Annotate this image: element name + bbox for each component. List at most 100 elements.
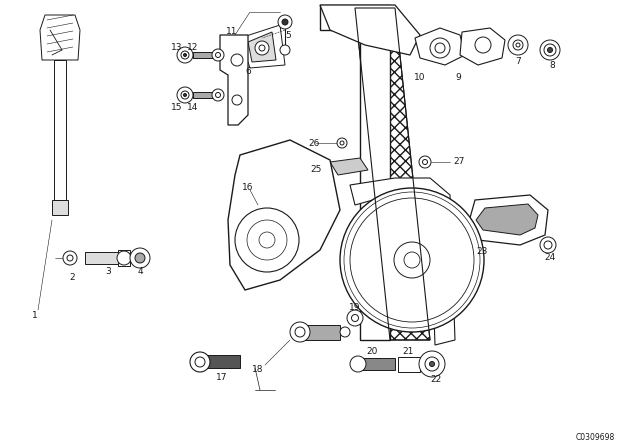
Circle shape: [259, 232, 275, 248]
Circle shape: [430, 38, 450, 58]
Polygon shape: [193, 92, 215, 98]
Polygon shape: [85, 252, 118, 264]
Circle shape: [130, 248, 150, 268]
Text: 21: 21: [403, 346, 413, 356]
Circle shape: [177, 87, 193, 103]
Circle shape: [235, 208, 299, 272]
Text: 9: 9: [455, 73, 461, 82]
Circle shape: [540, 237, 556, 253]
Circle shape: [177, 47, 193, 63]
Polygon shape: [476, 204, 538, 235]
Circle shape: [508, 35, 528, 55]
Circle shape: [404, 252, 420, 268]
Circle shape: [278, 15, 292, 29]
Polygon shape: [220, 35, 248, 125]
Polygon shape: [228, 140, 340, 290]
Circle shape: [212, 89, 224, 101]
Circle shape: [216, 52, 221, 57]
Circle shape: [419, 351, 445, 377]
Text: 18: 18: [252, 366, 264, 375]
Text: 26: 26: [308, 138, 319, 147]
Circle shape: [190, 352, 210, 372]
Text: 19: 19: [349, 303, 361, 313]
Circle shape: [513, 40, 523, 50]
Polygon shape: [205, 355, 240, 368]
Polygon shape: [320, 5, 390, 340]
Polygon shape: [355, 8, 430, 340]
Circle shape: [181, 51, 189, 59]
Polygon shape: [398, 357, 420, 372]
Circle shape: [231, 54, 243, 66]
Circle shape: [419, 156, 431, 168]
Text: 17: 17: [216, 374, 228, 383]
Circle shape: [184, 94, 186, 96]
Circle shape: [340, 327, 350, 337]
Circle shape: [429, 362, 435, 366]
Polygon shape: [362, 358, 395, 370]
Text: 10: 10: [414, 73, 426, 82]
Text: 24: 24: [545, 254, 556, 263]
Text: 7: 7: [515, 57, 521, 66]
Text: 11: 11: [227, 27, 237, 36]
Text: 16: 16: [242, 184, 253, 193]
Text: 22: 22: [430, 375, 442, 384]
Text: 8: 8: [549, 60, 555, 69]
Circle shape: [117, 251, 131, 265]
Text: 5: 5: [285, 30, 291, 39]
Text: C0309698: C0309698: [576, 434, 615, 443]
Circle shape: [135, 253, 145, 263]
Circle shape: [195, 357, 205, 367]
Circle shape: [232, 95, 242, 105]
Circle shape: [394, 242, 430, 278]
Text: 12: 12: [188, 43, 198, 52]
Circle shape: [351, 314, 358, 322]
Polygon shape: [415, 28, 465, 65]
Circle shape: [350, 356, 366, 372]
Circle shape: [290, 322, 310, 342]
Polygon shape: [350, 178, 455, 345]
Circle shape: [544, 44, 556, 56]
Text: 4: 4: [137, 267, 143, 276]
Polygon shape: [468, 195, 548, 245]
Circle shape: [280, 45, 290, 55]
Circle shape: [247, 220, 287, 260]
Text: 25: 25: [310, 165, 321, 175]
Circle shape: [340, 141, 344, 145]
Circle shape: [295, 327, 305, 337]
Circle shape: [547, 47, 552, 52]
Polygon shape: [193, 52, 215, 58]
Text: 27: 27: [453, 158, 465, 167]
Circle shape: [340, 188, 484, 332]
Polygon shape: [52, 200, 68, 215]
Text: 15: 15: [172, 103, 183, 112]
Circle shape: [425, 357, 439, 371]
Circle shape: [350, 198, 474, 322]
Circle shape: [255, 41, 269, 55]
Circle shape: [259, 45, 265, 51]
Text: 23: 23: [476, 247, 488, 257]
Text: 1: 1: [32, 310, 38, 319]
Circle shape: [475, 37, 491, 53]
Circle shape: [422, 159, 428, 164]
Polygon shape: [118, 250, 130, 266]
Circle shape: [216, 92, 221, 98]
Circle shape: [212, 49, 224, 61]
Polygon shape: [248, 32, 276, 62]
Polygon shape: [330, 158, 368, 175]
Text: 20: 20: [366, 348, 378, 357]
Circle shape: [181, 91, 189, 99]
Circle shape: [337, 138, 347, 148]
Circle shape: [67, 255, 73, 261]
Circle shape: [282, 19, 288, 25]
Circle shape: [184, 53, 186, 56]
Circle shape: [435, 43, 445, 53]
Text: 13: 13: [172, 43, 183, 52]
Polygon shape: [54, 60, 66, 200]
Circle shape: [347, 310, 363, 326]
Text: 6: 6: [245, 68, 251, 77]
Text: 14: 14: [188, 103, 198, 112]
Polygon shape: [460, 28, 505, 65]
Circle shape: [544, 241, 552, 249]
Circle shape: [540, 40, 560, 60]
Polygon shape: [305, 325, 340, 340]
